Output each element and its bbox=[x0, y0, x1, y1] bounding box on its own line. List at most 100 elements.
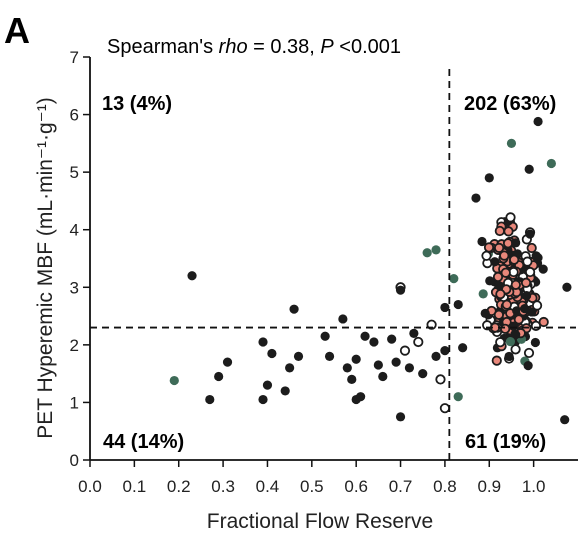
data-point bbox=[504, 351, 514, 362]
data-point bbox=[453, 299, 463, 310]
data-point bbox=[169, 375, 179, 386]
data-point bbox=[562, 282, 572, 292]
data-point bbox=[338, 314, 348, 324]
data-point bbox=[520, 277, 532, 288]
data-point bbox=[510, 329, 520, 339]
data-point bbox=[187, 271, 197, 281]
y-axis-label: PET Hyperemic MBF (mL·min⁻¹·g⁻¹) bbox=[34, 97, 57, 438]
x-tick-label: 0.6 bbox=[344, 477, 368, 496]
data-point bbox=[205, 394, 215, 405]
data-point bbox=[351, 354, 361, 364]
y-tick-label: 5 bbox=[70, 163, 79, 182]
x-tick-label: 0.9 bbox=[477, 477, 501, 496]
data-point bbox=[478, 289, 488, 299]
data-point bbox=[533, 116, 543, 127]
data-point bbox=[524, 164, 534, 174]
data-point bbox=[431, 245, 441, 255]
data-point bbox=[522, 256, 533, 267]
data-point bbox=[511, 238, 521, 248]
data-point bbox=[509, 254, 520, 265]
data-point bbox=[399, 345, 411, 356]
data-point bbox=[413, 336, 424, 348]
data-point bbox=[431, 351, 441, 361]
data-point bbox=[258, 337, 268, 347]
x-tick-label: 0.4 bbox=[256, 477, 280, 496]
data-point bbox=[477, 236, 487, 247]
y-tick-label: 6 bbox=[70, 106, 79, 125]
data-point bbox=[422, 248, 432, 258]
y-tick-label: 7 bbox=[70, 48, 79, 67]
x-tick-label: 1.0 bbox=[522, 477, 546, 496]
data-point bbox=[347, 374, 357, 384]
data-point bbox=[360, 331, 370, 341]
data-point bbox=[501, 299, 512, 310]
data-point bbox=[495, 337, 506, 348]
data-point bbox=[262, 380, 273, 390]
quadrant-bottom-right-label: 61 (19%) bbox=[465, 431, 546, 453]
y-tick-label: 2 bbox=[70, 336, 79, 355]
data-point bbox=[409, 328, 419, 338]
x-tick-label: 0.1 bbox=[123, 477, 147, 496]
data-point bbox=[453, 392, 463, 402]
x-tick-label: 0.7 bbox=[389, 477, 413, 496]
data-point bbox=[480, 308, 490, 318]
data-point bbox=[395, 285, 406, 295]
data-point bbox=[418, 369, 428, 379]
data-point bbox=[493, 242, 505, 253]
x-tick-label: 0.2 bbox=[167, 477, 191, 496]
data-point bbox=[520, 304, 530, 314]
y-tick-label: 0 bbox=[70, 451, 79, 470]
data-point bbox=[500, 267, 511, 278]
data-point bbox=[523, 360, 533, 371]
data-point bbox=[404, 363, 415, 373]
correlation-annotation: Spearman's rho = 0.38, P <0.001 bbox=[107, 36, 401, 58]
data-point bbox=[494, 225, 505, 237]
data-point bbox=[440, 346, 450, 356]
x-axis-label: Fractional Flow Reserve bbox=[207, 510, 433, 533]
data-point bbox=[533, 253, 543, 263]
data-point bbox=[510, 279, 521, 290]
y-tick-label: 1 bbox=[70, 393, 79, 412]
data-point bbox=[490, 257, 500, 267]
data-point bbox=[505, 212, 516, 223]
data-point bbox=[481, 250, 492, 261]
data-point bbox=[530, 320, 542, 331]
data-point bbox=[378, 371, 388, 382]
data-point bbox=[522, 291, 532, 301]
data-point bbox=[524, 266, 536, 278]
data-point bbox=[449, 274, 459, 284]
data-point bbox=[530, 337, 540, 348]
quadrant-bottom-left-label: 44 (14%) bbox=[103, 431, 184, 453]
data-point bbox=[320, 331, 330, 341]
data-point bbox=[525, 229, 535, 239]
x-tick-label: 0.5 bbox=[300, 477, 324, 496]
data-point bbox=[492, 271, 504, 283]
data-point bbox=[435, 374, 446, 385]
data-point bbox=[484, 173, 494, 183]
data-point bbox=[531, 300, 543, 311]
quadrant-top-right-label: 202 (63%) bbox=[464, 93, 556, 115]
x-tick-label: 0.0 bbox=[78, 477, 102, 496]
y-tick-label: 3 bbox=[70, 278, 79, 297]
data-point bbox=[538, 316, 549, 328]
data-point bbox=[342, 363, 352, 373]
x-tick-label: 0.8 bbox=[433, 477, 457, 496]
data-point bbox=[395, 412, 406, 422]
data-point bbox=[546, 158, 556, 169]
data-point bbox=[214, 371, 224, 382]
data-point bbox=[493, 309, 504, 320]
data-point bbox=[391, 357, 401, 367]
axes: 0.0 0.1 0.2 0.3 0.4 0.5 0.6 0.7 0.8 0.9 1.0 0 1 2 3 4 5 6… bbox=[70, 48, 578, 496]
data-point bbox=[526, 242, 537, 254]
data-point bbox=[505, 337, 516, 347]
data-point bbox=[500, 323, 511, 334]
data-point bbox=[289, 304, 299, 314]
data-point bbox=[502, 238, 514, 249]
data-point bbox=[523, 347, 535, 359]
panel-label: A bbox=[4, 10, 30, 51]
data-point bbox=[471, 193, 481, 203]
data-point bbox=[280, 386, 290, 396]
x-tick-label: 0.3 bbox=[211, 477, 235, 496]
data-point bbox=[458, 343, 468, 353]
data-point bbox=[491, 355, 502, 366]
